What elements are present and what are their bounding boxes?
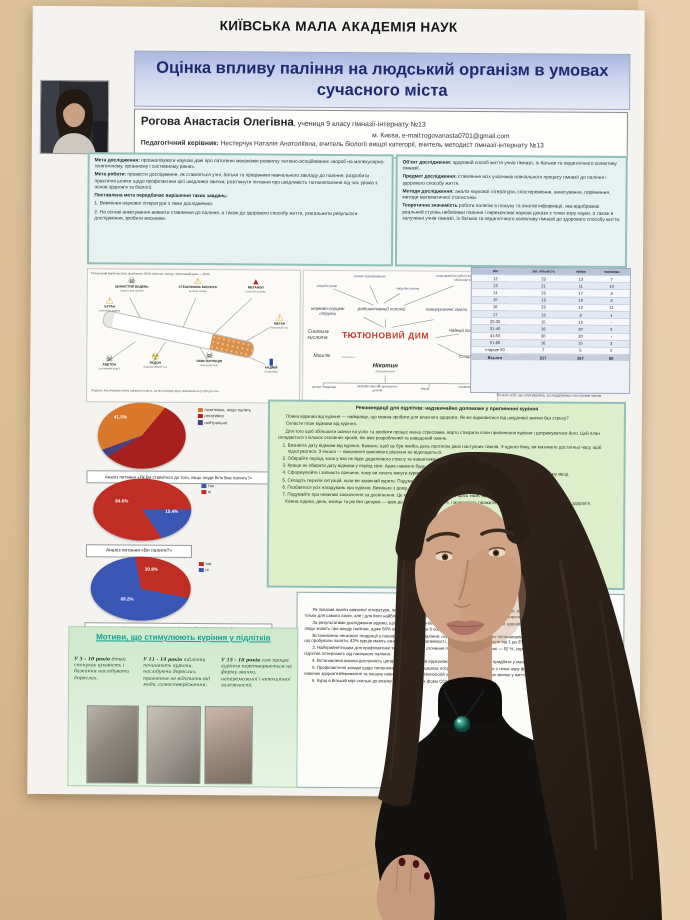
person-collar	[438, 677, 502, 727]
hair-highlight	[558, 559, 598, 851]
necklace-pendant	[453, 715, 471, 733]
author-photo	[39, 79, 110, 155]
photo-hoodie	[52, 133, 96, 154]
painted-nail	[424, 872, 430, 880]
tobacco-smoke-map: хвороби крові ракові захворювання хвороб…	[301, 269, 499, 406]
painted-nail	[412, 860, 420, 868]
photo-face	[63, 99, 86, 128]
person-lips	[446, 620, 485, 636]
right-eyebrow	[480, 528, 514, 536]
cigarette-infographic: Тютюновий виріб містить приблизно 4000 х…	[85, 268, 301, 404]
painted-nail	[398, 857, 406, 867]
person-face	[415, 502, 521, 642]
person-hand	[376, 854, 435, 920]
right-eye	[488, 547, 506, 557]
left-eye	[435, 551, 453, 561]
science-poster: КИЇВСЬКА МАЛА АКАДЕМІЯ НАУК Оцінка вплив…	[27, 5, 645, 799]
smoke-map-arrows	[322, 285, 478, 388]
person-nose	[458, 559, 469, 601]
left-eyebrow	[426, 531, 460, 542]
